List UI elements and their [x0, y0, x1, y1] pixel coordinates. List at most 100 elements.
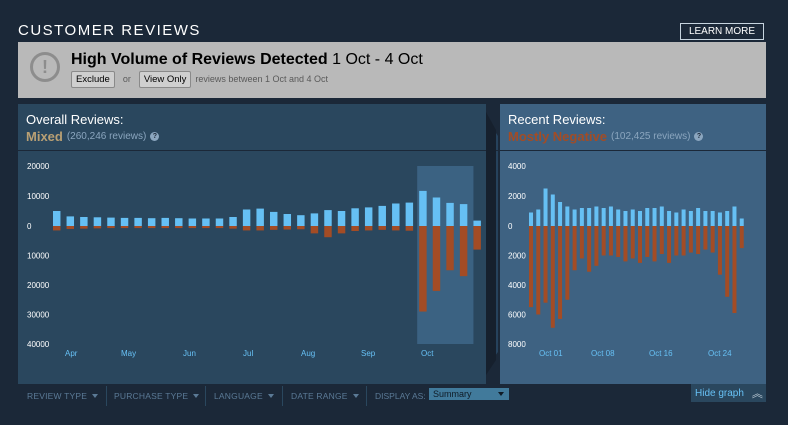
recent-review-count: (102,425 reviews) — [610, 131, 691, 142]
purchase-type-dropdown[interactable]: PURCHASE TYPE — [114, 384, 200, 408]
hide-graph-label: Hide graph — [695, 387, 744, 399]
review-type-dropdown[interactable]: REVIEW TYPE — [27, 384, 99, 408]
overall-negative-bar — [161, 226, 169, 229]
help-icon[interactable]: ? — [150, 132, 160, 141]
overall-positive-bar — [378, 205, 386, 226]
recent-positive-bar — [717, 212, 722, 226]
recent-negative-bar — [696, 226, 701, 255]
recent-negative-bar — [630, 226, 635, 259]
recent-negative-bar — [550, 226, 555, 328]
heading-divider — [18, 150, 766, 151]
recent-y-tick-label: 8000 — [508, 340, 526, 349]
overall-positive-bar — [419, 190, 427, 226]
recent-positive-bar — [681, 209, 686, 226]
recent-positive-bar — [630, 209, 635, 226]
banner-range-text: reviews between 1 Oct and 4 Oct — [195, 74, 328, 84]
recent-y-tick-label: 2000 — [508, 252, 526, 261]
learn-more-button[interactable]: LEARN MORE — [680, 23, 764, 40]
overall-x-tick-label: Oct — [421, 349, 434, 358]
recent-negative-bar — [543, 226, 548, 303]
recent-negative-bar — [594, 226, 599, 266]
view-only-button[interactable]: View Only — [138, 70, 192, 88]
overall-negative-bar — [147, 226, 156, 229]
recent-negative-bar — [616, 226, 621, 257]
overall-negative-bar — [188, 226, 197, 229]
recent-positive-bar — [579, 208, 584, 226]
overall-positive-bar — [242, 209, 251, 226]
recent-negative-bar — [667, 226, 672, 263]
overall-negative-bar — [364, 226, 373, 231]
recent-negative-bar — [558, 226, 563, 319]
overall-y-tick-label: 40000 — [27, 340, 50, 349]
recent-y-tick-label: 2000 — [508, 192, 526, 201]
overall-positive-bar — [53, 211, 61, 226]
recent-negative-bar — [638, 226, 642, 263]
display-as-label: DISPLAY AS: — [375, 391, 426, 401]
recent-positive-bar — [601, 208, 606, 226]
review-bomb-banner: ! High Volume of Reviews Detected 1 Oct … — [18, 42, 766, 98]
chevron-double-up-icon: ︽ — [751, 388, 763, 400]
banner-title-bold: High Volume of Reviews Detected — [71, 51, 328, 68]
recent-reviews-heading: Recent Reviews: — [508, 112, 606, 127]
overall-negative-bar — [324, 226, 332, 238]
overall-positive-bar — [392, 203, 400, 226]
overall-negative-bar — [80, 226, 88, 229]
recent-positive-bar — [638, 211, 642, 226]
chevron-down-icon — [193, 394, 200, 398]
language-dropdown[interactable]: LANGUAGE — [214, 384, 274, 408]
overall-negative-bar — [351, 226, 359, 232]
recent-negative-bar — [703, 226, 708, 250]
recent-y-tick-label: 6000 — [508, 311, 526, 320]
display-as-select[interactable]: Summary — [429, 388, 509, 400]
hide-graph-button[interactable]: Hide graph ︽ — [691, 384, 766, 402]
banner-title-range: 1 Oct - 4 Oct — [332, 51, 423, 68]
overall-y-tick-label: 30000 — [27, 311, 50, 320]
date-range-dropdown[interactable]: DATE RANGE — [291, 384, 359, 408]
recent-positive-bar — [667, 211, 672, 226]
help-icon[interactable]: ? — [694, 132, 704, 141]
recent-negative-bar — [659, 226, 664, 255]
recent-x-tick-label: Oct 08 — [591, 349, 615, 358]
overall-negative-bar — [473, 226, 481, 250]
recent-positive-bar — [710, 211, 715, 226]
overall-negative-bar — [120, 226, 129, 229]
recent-reviews-summary: Mostly Negative (102,425 reviews) ? — [508, 129, 704, 144]
recent-negative-bar — [652, 226, 657, 262]
overall-positive-bar — [270, 211, 278, 226]
recent-positive-bar — [594, 206, 599, 226]
overall-negative-bar — [202, 226, 210, 229]
recent-positive-bar — [529, 212, 533, 226]
display-as-value: Summary — [433, 389, 472, 399]
recent-positive-bar — [558, 202, 563, 226]
banner-actions: Exclude or View Only reviews between 1 O… — [71, 70, 328, 88]
overall-negative-bar — [310, 226, 319, 234]
overall-positive-bar — [283, 214, 292, 226]
overall-negative-bar — [432, 226, 441, 291]
overall-positive-bar — [93, 217, 102, 226]
overall-negative-bar — [256, 226, 264, 231]
recent-rating: Mostly Negative — [508, 129, 607, 144]
overall-negative-bar — [405, 226, 414, 231]
recent-positive-bar — [645, 208, 650, 226]
overall-positive-bar — [107, 217, 115, 226]
overall-negative-bar — [215, 226, 224, 229]
recent-positive-bar — [652, 208, 657, 226]
overall-negative-bar — [392, 226, 400, 231]
chevron-down-icon — [498, 392, 504, 396]
exclude-button[interactable]: Exclude — [71, 70, 115, 88]
recent-negative-bar — [608, 226, 613, 256]
overall-y-tick-label: 10000 — [27, 192, 50, 201]
language-label: LANGUAGE — [214, 391, 263, 401]
recent-positive-bar — [565, 206, 570, 226]
overall-x-tick-label: Jul — [243, 349, 253, 358]
overall-positive-bar — [215, 218, 224, 226]
overall-negative-bar — [93, 226, 102, 229]
overall-y-tick-label: 20000 — [27, 162, 50, 171]
banner-or-text: or — [122, 74, 131, 84]
recent-negative-bar — [710, 226, 715, 253]
review-type-label: REVIEW TYPE — [27, 391, 88, 401]
overall-negative-bar — [459, 226, 468, 277]
overall-positive-bar — [202, 218, 210, 226]
overall-positive-bar — [256, 208, 264, 226]
